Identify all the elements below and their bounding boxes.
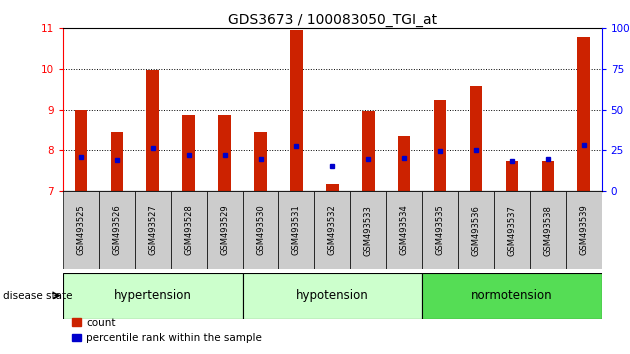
Bar: [314, 191, 350, 269]
Legend: count, percentile rank within the sample: count, percentile rank within the sample: [68, 314, 266, 347]
Text: GSM493539: GSM493539: [579, 205, 588, 256]
Bar: [243, 191, 278, 269]
Bar: [530, 191, 566, 269]
Bar: [386, 191, 422, 269]
Bar: [350, 191, 386, 269]
Text: GSM493529: GSM493529: [220, 205, 229, 256]
Text: disease state: disease state: [3, 291, 72, 301]
Bar: [171, 191, 207, 269]
Bar: [458, 191, 494, 269]
Text: GSM493536: GSM493536: [471, 205, 481, 256]
Text: GSM493537: GSM493537: [507, 205, 517, 256]
Text: GSM493528: GSM493528: [184, 205, 193, 256]
Bar: [99, 191, 135, 269]
Text: GSM493525: GSM493525: [76, 205, 86, 256]
Bar: [255, 132, 266, 191]
Bar: [278, 191, 314, 269]
Text: GSM493533: GSM493533: [364, 205, 373, 256]
Bar: [135, 191, 171, 269]
Bar: [506, 161, 518, 191]
Text: GSM493538: GSM493538: [543, 205, 553, 256]
Bar: [63, 273, 243, 319]
Text: GSM493535: GSM493535: [435, 205, 445, 256]
Bar: [75, 110, 87, 191]
Bar: [470, 86, 482, 191]
Bar: [147, 70, 159, 191]
Text: GSM493531: GSM493531: [292, 205, 301, 256]
Bar: [111, 132, 123, 191]
Bar: [434, 101, 446, 191]
Bar: [243, 273, 422, 319]
Bar: [398, 136, 410, 191]
Bar: [183, 115, 195, 191]
Bar: [63, 191, 99, 269]
Bar: [578, 37, 590, 191]
Bar: [422, 191, 458, 269]
Bar: [290, 29, 302, 191]
Text: GSM493532: GSM493532: [328, 205, 337, 256]
Text: GSM493534: GSM493534: [399, 205, 409, 256]
Text: hypertension: hypertension: [114, 289, 192, 302]
Title: GDS3673 / 100083050_TGI_at: GDS3673 / 100083050_TGI_at: [228, 13, 437, 27]
Bar: [219, 115, 231, 191]
Text: hypotension: hypotension: [296, 289, 369, 302]
Bar: [566, 191, 602, 269]
Text: normotension: normotension: [471, 289, 553, 302]
Bar: [542, 161, 554, 191]
Bar: [326, 184, 338, 191]
Bar: [422, 273, 602, 319]
Text: GSM493530: GSM493530: [256, 205, 265, 256]
Bar: [207, 191, 243, 269]
Text: GSM493526: GSM493526: [112, 205, 122, 256]
Bar: [362, 111, 374, 191]
Bar: [494, 191, 530, 269]
Text: GSM493527: GSM493527: [148, 205, 158, 256]
